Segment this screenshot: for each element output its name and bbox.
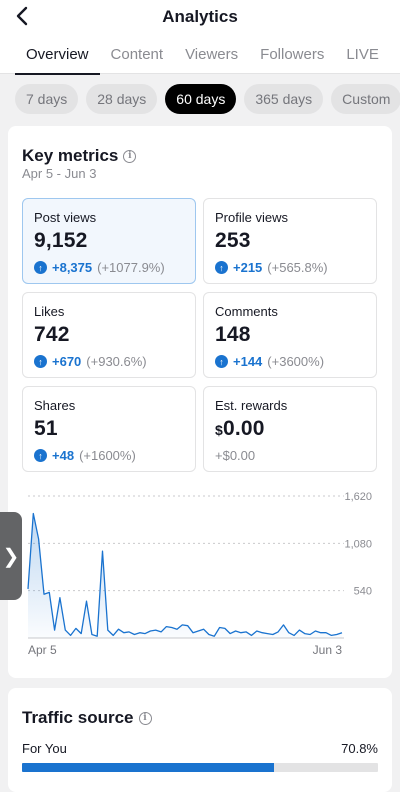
- metric-value: 742: [34, 323, 70, 346]
- metric-change: ↑ +215 (+565.8%): [215, 260, 365, 275]
- tab-live[interactable]: LIVE: [346, 46, 379, 63]
- metric-value: 148: [215, 323, 251, 346]
- metric-label: Comments: [215, 304, 278, 319]
- change-percent: (+3600%): [267, 354, 325, 369]
- range-60-days[interactable]: 60 days: [165, 84, 237, 114]
- metric-likes[interactable]: Likes 742 ↑ +670 (+930.6%): [22, 292, 196, 378]
- arrow-up-icon: ↑: [215, 261, 228, 274]
- range-custom[interactable]: Custom: [331, 84, 400, 114]
- date-range-label: Apr 5 - Jun 3: [22, 166, 97, 181]
- arrow-up-icon: ↑: [34, 261, 47, 274]
- top-bar: Analytics: [0, 0, 400, 34]
- metric-value: 51: [34, 417, 58, 440]
- metric-change: ↑ +48 (+1600%): [34, 448, 184, 463]
- metric-label: Post views: [34, 210, 97, 225]
- change-percent: (+1600%): [79, 448, 136, 463]
- arrow-up-icon: ↑: [34, 355, 47, 368]
- back-button[interactable]: [10, 4, 34, 28]
- change-absolute: +215: [233, 260, 263, 275]
- y-tick-label: 1,620: [344, 491, 372, 503]
- post-views-chart[interactable]: 1,620 1,080 540 Apr 5 Jun 3: [8, 486, 392, 666]
- metric-change: ↑ +670 (+930.6%): [34, 354, 184, 369]
- traffic-row-value: 70.8%: [341, 741, 378, 756]
- arrow-up-icon: ↑: [215, 355, 228, 368]
- chevron-left-icon: [16, 6, 28, 26]
- metric-change: ↑ +144 (+3600%): [215, 354, 365, 369]
- metric-label: Profile views: [215, 210, 288, 225]
- x-tick-label: Jun 3: [313, 643, 343, 657]
- metric-label: Shares: [34, 398, 76, 413]
- y-tick-label: 1,080: [344, 538, 372, 550]
- traffic-source-title: Traffic source: [22, 708, 134, 727]
- range-7-days[interactable]: 7 days: [15, 84, 79, 114]
- change-absolute: +8,375: [52, 260, 93, 275]
- info-icon[interactable]: i: [138, 711, 152, 725]
- metric-label: Likes: [34, 304, 65, 319]
- traffic-source-header: Traffic source i: [22, 708, 152, 728]
- metric-shares[interactable]: Shares 51 ↑ +48 (+1600%): [22, 386, 196, 472]
- tab-viewers[interactable]: Viewers: [185, 46, 239, 63]
- metric-value: 253: [215, 229, 251, 252]
- change-absolute: +48: [52, 448, 75, 463]
- change-percent: (+565.8%): [267, 260, 328, 275]
- traffic-progress-bar: [22, 763, 378, 772]
- y-tick-label: 540: [354, 586, 372, 598]
- arrow-up-icon: ↑: [34, 449, 47, 462]
- tab-content[interactable]: Content: [110, 46, 164, 63]
- x-tick-label: Apr 5: [28, 643, 57, 657]
- key-metrics-title: Key metrics: [22, 146, 119, 165]
- metric-post-views[interactable]: Post views 9,152 ↑ +8,375 (+1077.9%): [22, 198, 196, 284]
- metric-value: $0.00: [215, 417, 365, 441]
- change-percent: (+1077.9%): [97, 260, 165, 275]
- metric-comments[interactable]: Comments 148 ↑ +144 (+3600%): [203, 292, 377, 378]
- range-28-days[interactable]: 28 days: [86, 84, 158, 114]
- tab-bar: Overview Content Viewers Followers LIVE: [0, 34, 400, 75]
- traffic-progress-fill: [22, 763, 275, 772]
- side-panel-handle[interactable]: ❯: [0, 512, 22, 600]
- change-absolute: +144: [233, 354, 263, 369]
- key-metrics-card: Key metrics i Apr 5 - Jun 3 Post views 9…: [8, 126, 392, 678]
- metric-change: ↑ +8,375 (+1077.9%): [34, 260, 184, 275]
- currency-symbol: $: [215, 422, 223, 438]
- tab-followers[interactable]: Followers: [260, 46, 325, 63]
- metric-value-number: 0.00: [223, 417, 265, 440]
- change-absolute: +670: [52, 354, 82, 369]
- traffic-row-label: For You: [22, 741, 67, 756]
- metric-profile-views[interactable]: Profile views 253 ↑ +215 (+565.8%): [203, 198, 377, 284]
- date-range-selector: 7 days 28 days 60 days 365 days Custom: [0, 84, 400, 116]
- metric-label: Est. rewards: [215, 398, 288, 413]
- range-365-days[interactable]: 365 days: [244, 84, 324, 114]
- traffic-row: For You 70.8%: [22, 741, 378, 756]
- metric-est-rewards[interactable]: Est. rewards $0.00 +$0.00: [203, 386, 377, 472]
- tab-overview[interactable]: Overview: [15, 34, 100, 75]
- metric-value: 9,152: [34, 229, 88, 252]
- metric-change: +$0.00: [215, 448, 365, 463]
- info-icon[interactable]: i: [123, 149, 137, 163]
- traffic-source-card: Traffic source i For You 70.8%: [8, 688, 392, 792]
- change-percent: (+930.6%): [86, 354, 147, 369]
- change-plain: +$0.00: [215, 448, 256, 463]
- page-title: Analytics: [162, 7, 238, 26]
- key-metrics-header: Key metrics i: [22, 146, 137, 166]
- chevron-right-icon: ❯: [2, 545, 20, 568]
- series-area: [28, 513, 342, 638]
- series-line: [27, 512, 343, 637]
